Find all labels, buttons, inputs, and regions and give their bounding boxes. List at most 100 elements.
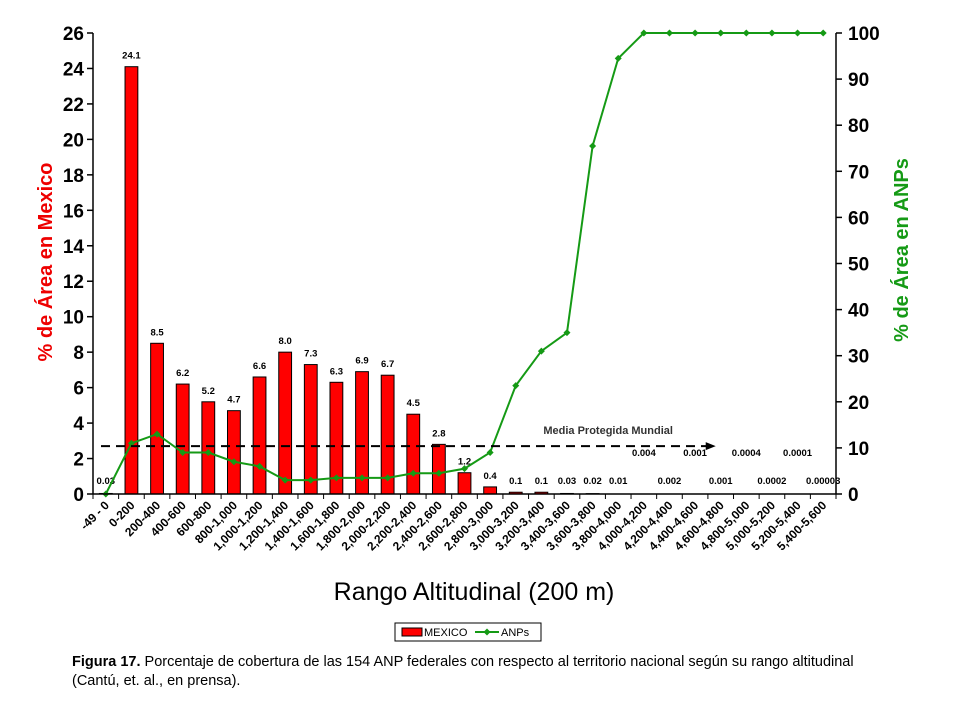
bar-mexico: [431, 443, 446, 495]
anps-line-group: [102, 29, 827, 498]
y-tick-label-right: 30: [848, 347, 869, 368]
anps-point: [640, 29, 648, 37]
bar-mexico: [252, 376, 267, 495]
y-tick-label-right: 100: [848, 24, 880, 45]
media-protegida-annotation: Media Protegida Mundial: [101, 425, 716, 451]
y-axis-title-left: % de Área en Mexico: [34, 163, 57, 362]
anps-point: [537, 347, 545, 355]
bar-value-label: 0.4: [484, 471, 498, 482]
bar-value-label: 6.3: [330, 366, 343, 377]
bar-value-label: 4.7: [227, 395, 240, 406]
bar-mexico: [483, 486, 498, 495]
bar-value-label: 6.9: [355, 356, 368, 367]
legend-label-anps: ANPs: [501, 627, 530, 639]
bars-group: [98, 66, 600, 495]
bar-value-label: 7.3: [304, 349, 317, 360]
anps-point: [307, 476, 315, 484]
y-tick-label-left: 2: [73, 450, 84, 471]
bar-value-label: 5.2: [202, 386, 215, 397]
bar-mexico: [227, 410, 241, 495]
caption-label: Figura 17.: [72, 654, 141, 670]
y-tick-label-left: 24: [63, 59, 85, 80]
anps-point: [717, 29, 725, 37]
y-tick-label-right: 80: [848, 116, 869, 137]
anps-point: [204, 449, 212, 457]
bar-mexico: [406, 413, 421, 495]
x-tick-labels: -49 - 00-200200-400400-600600-800800-1,0…: [78, 498, 830, 553]
anps-point: [409, 469, 417, 477]
bar-value-labels: 0.03 24.1 8.5 6.2 5.2 4.7 6.6 8.0 7.3 6.3 6.9 6.7 4.…: [97, 51, 841, 487]
x-axis-title: Rango Altitudinal (200 m): [334, 578, 615, 606]
bar-value-label: 0.03: [558, 476, 577, 487]
bar-value-label: 0.0001: [783, 448, 813, 459]
anps-point: [614, 54, 622, 62]
bar-mexico: [278, 351, 293, 495]
y-tick-label-right: 10: [848, 439, 869, 460]
y-axis-title-right: % de Área en ANPs: [890, 158, 913, 342]
anps-point: [589, 142, 597, 150]
bar-mexico: [150, 342, 164, 495]
bar-value-label: 0.004: [632, 448, 656, 459]
legend-label-mexico: MEXICO: [424, 627, 468, 639]
y-tick-label-left: 22: [63, 95, 84, 116]
anps-point: [435, 469, 443, 477]
y-tick-label-left: 10: [63, 308, 84, 329]
anps-point: [153, 430, 161, 438]
legend-box: [394, 622, 542, 642]
bar-mexico: [175, 383, 190, 495]
media-protegida-label: Media Protegida Mundial: [543, 425, 673, 437]
y-tick-label-left: 26: [63, 24, 84, 45]
y-tick-label-left: 4: [73, 414, 84, 435]
anps-point: [179, 449, 187, 457]
y-tick-label-left: 0: [73, 485, 84, 506]
anps-point: [230, 458, 238, 466]
anps-point: [512, 382, 520, 390]
bar-value-label: 24.1: [122, 51, 141, 62]
bar-value-label: 0.0004: [732, 448, 762, 459]
anps-point: [127, 439, 135, 447]
bar-value-label: 6.2: [176, 368, 189, 379]
legend: MEXICO ANPs: [394, 622, 542, 642]
anps-point: [281, 476, 289, 484]
bar-value-label: 0.02: [583, 476, 602, 487]
y-tick-label-left: 8: [73, 343, 84, 364]
anps-point: [461, 465, 468, 473]
bar-mexico: [201, 401, 216, 495]
y-tick-label-left: 18: [63, 166, 84, 187]
bar-value-label: 0.0002: [757, 476, 786, 487]
y-tick-label-left: 20: [63, 130, 84, 151]
legend-marker-anps: [483, 628, 491, 636]
bar-value-label: 0.001: [683, 448, 707, 459]
anps-point: [665, 29, 673, 37]
anps-point: [794, 29, 802, 37]
bar-value-label: 0.00003: [806, 476, 840, 487]
bar-value-label: 2.8: [432, 428, 445, 439]
bar-value-label: 8.5: [150, 327, 164, 338]
y-tick-label-right: 20: [848, 393, 869, 414]
y-tick-label-left: 14: [63, 237, 85, 258]
anps-point: [332, 474, 340, 482]
bar-mexico: [124, 66, 139, 495]
bar-value-label: 4.5: [407, 398, 421, 409]
anps-point: [486, 449, 494, 457]
bar-value-label: 0.1: [509, 476, 523, 487]
y-tick-label-left: 12: [63, 272, 84, 293]
y-tick-label-right: 90: [848, 70, 869, 91]
y-tick-label-left: 16: [63, 201, 84, 222]
y-tick-label-right: 70: [848, 162, 869, 183]
bar-value-label: 0.001: [709, 476, 733, 487]
bar-mexico: [303, 364, 318, 495]
bar-value-label: 6.7: [381, 359, 394, 370]
y-tick-label-right: 40: [848, 301, 869, 322]
anps-point: [256, 462, 264, 470]
bar-mexico: [457, 472, 472, 495]
caption-text: Porcentaje de cobertura de las 154 ANP f…: [72, 654, 854, 689]
anps-point: [819, 29, 827, 37]
legend-swatch-mexico: [401, 627, 423, 637]
anps-point: [384, 474, 392, 482]
y-tick-label-left: 6: [73, 379, 84, 400]
bar-value-label: 0.002: [658, 476, 682, 487]
bar-value-label: 1.2: [458, 457, 471, 468]
axes-group: 0246810121416182022242601020304050607080…: [63, 24, 880, 506]
